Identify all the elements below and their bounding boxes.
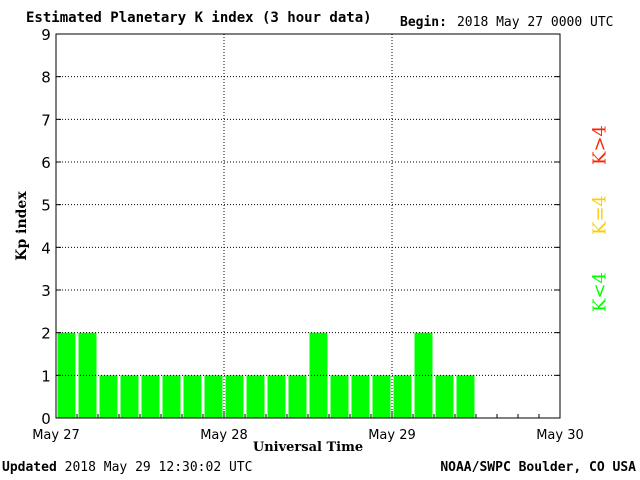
x-tick-label: May 27 (32, 428, 80, 443)
kp-bar (141, 375, 160, 418)
kp-bar (183, 375, 202, 418)
y-tick-label: 1 (41, 367, 51, 385)
updated-label: Updated (2, 460, 57, 475)
kp-bar (120, 375, 139, 418)
y-tick-label: 3 (41, 282, 51, 300)
y-tick-label: 6 (41, 154, 51, 172)
kp-bar (351, 375, 370, 418)
kp-bar (267, 375, 286, 418)
kp-bar (288, 375, 307, 418)
y-tick-label: 9 (41, 26, 51, 44)
kp-bar (204, 375, 223, 418)
x-tick-label: May 29 (368, 428, 416, 443)
y-axis-label: Kp index (14, 191, 30, 261)
updated-value: 2018 May 29 12:30:02 UTC (64, 460, 253, 475)
begin-value: 2018 May 27 0000 UTC (456, 15, 614, 30)
kp-bar (225, 375, 244, 418)
kp-bar (414, 332, 433, 418)
kp-bar (99, 375, 118, 418)
x-tick-label: May 28 (200, 428, 248, 443)
source-label: NOAA/SWPC Boulder, CO USA (440, 460, 636, 475)
y-tick-label: 5 (41, 197, 51, 215)
kp-bar (309, 332, 328, 418)
begin-label: Begin: (400, 15, 447, 30)
kp-bar (162, 375, 181, 418)
kp-bar (57, 332, 76, 418)
x-tick-label: May 30 (536, 428, 584, 443)
kp-bar (330, 375, 349, 418)
y-tick-label: 2 (41, 325, 51, 343)
y-tick-label: 0 (41, 410, 51, 428)
updated-info: Updated 2018 May 29 12:30:02 UTC (2, 460, 252, 475)
begin-info: Begin: 2018 May 27 0000 UTC (400, 15, 614, 30)
chart-title: Estimated Planetary K index (3 hour data… (26, 10, 372, 26)
kp-bar (372, 375, 391, 418)
x-axis-label: Universal Time (252, 440, 364, 455)
kp-bar (246, 375, 265, 418)
kp-bar (78, 332, 97, 418)
kp-bar (435, 375, 454, 418)
plot-frame (55, 33, 561, 419)
y-tick-label: 8 (41, 69, 51, 87)
kp-bar (456, 375, 475, 418)
y-tick-label: 4 (41, 239, 51, 257)
legend-k-equal-4: K=4 (589, 195, 611, 235)
y-tick-label: 7 (41, 111, 51, 129)
legend-k-less-4: K<4 (589, 272, 611, 312)
kp-bar (393, 375, 412, 418)
legend-k-greater-4: K>4 (589, 125, 611, 165)
